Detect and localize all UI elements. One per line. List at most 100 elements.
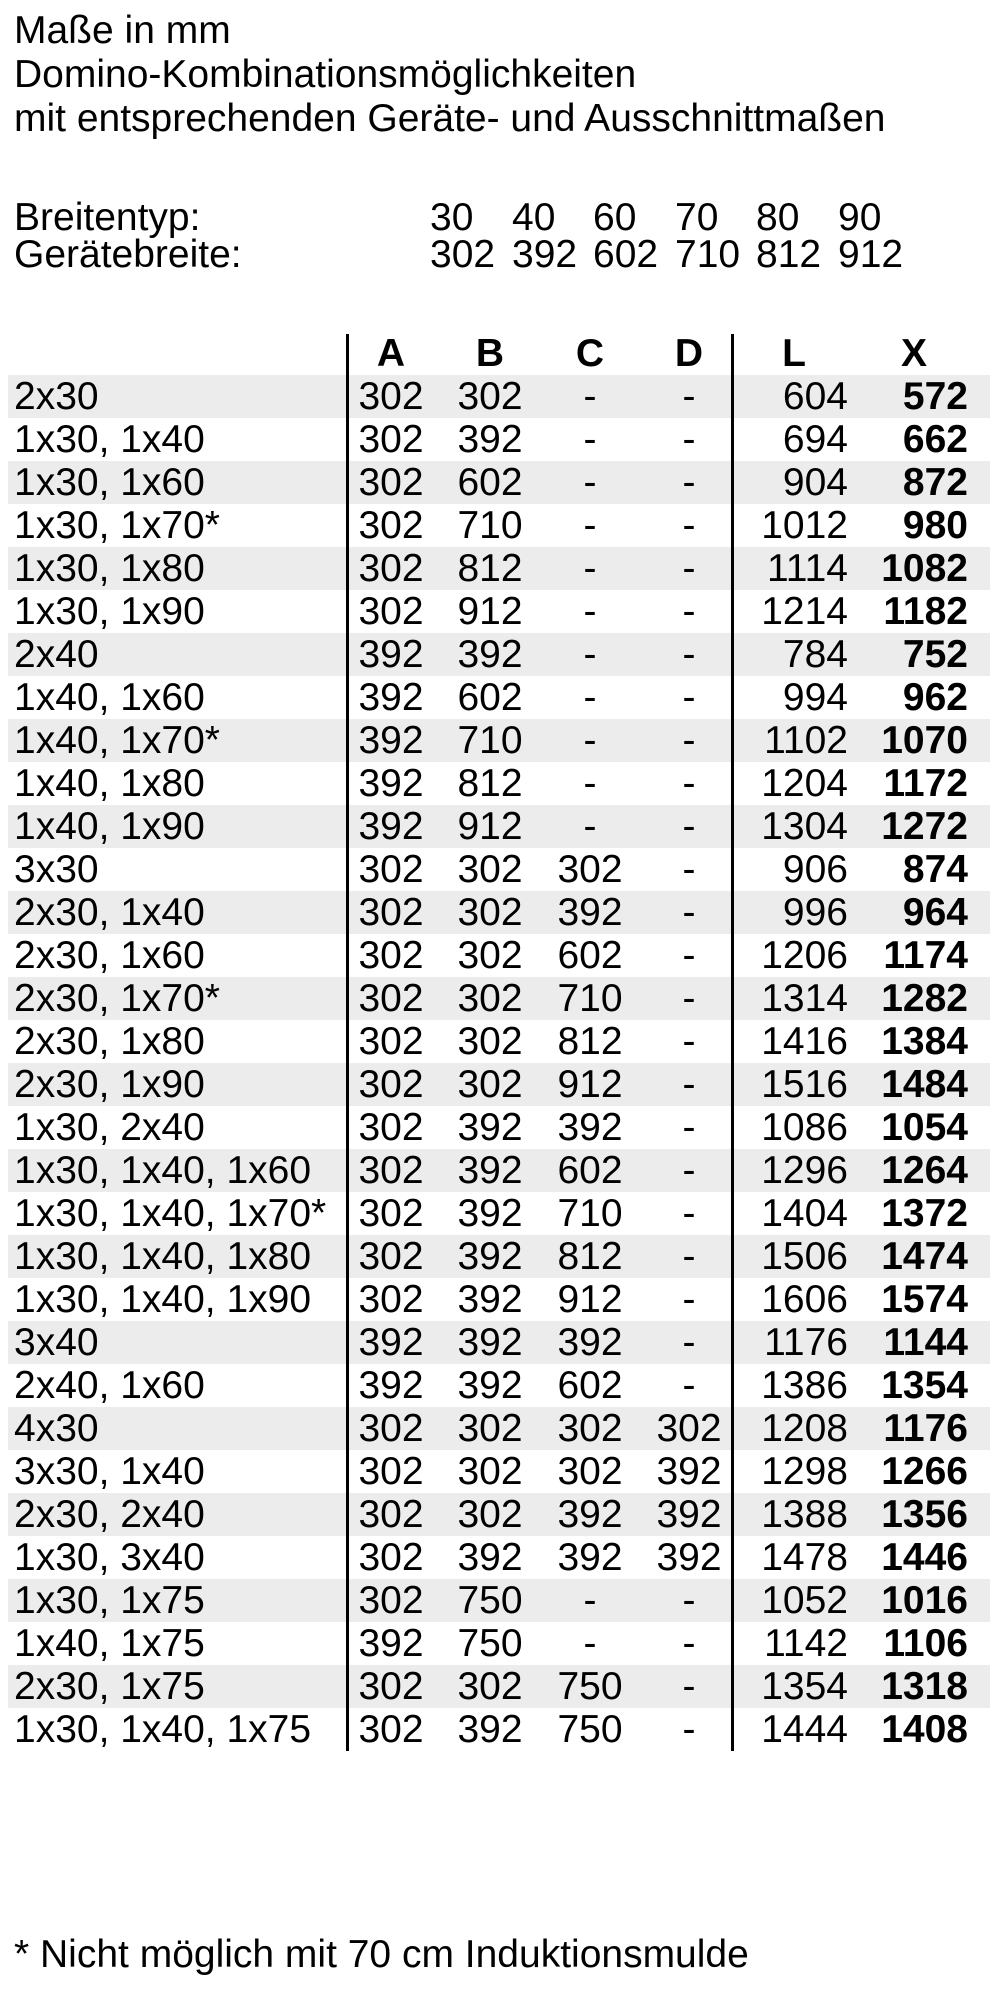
column-header-b: B xyxy=(475,332,505,375)
cell-a: 302 xyxy=(358,1235,424,1278)
cell-b: 602 xyxy=(457,676,523,719)
cell-d: - xyxy=(682,719,696,762)
geraetebreite-value: 602 xyxy=(593,233,659,276)
cell-a: 302 xyxy=(358,1192,424,1235)
breitentyp-value: 90 xyxy=(838,196,882,239)
cell-a: 302 xyxy=(358,934,424,977)
cell-c: 392 xyxy=(557,1321,623,1364)
cell-c: - xyxy=(583,762,597,805)
cell-d: - xyxy=(682,1149,696,1192)
cell-x: 1372 xyxy=(881,1192,968,1235)
cell-a: 302 xyxy=(358,1020,424,1063)
breitentyp-value: 60 xyxy=(593,196,637,239)
cell-x: 1054 xyxy=(881,1106,968,1149)
cell-x: 874 xyxy=(902,848,968,891)
cell-a: 302 xyxy=(358,977,424,1020)
cell-l: 1142 xyxy=(764,1622,848,1665)
page-subtitle: mit entsprechenden Geräte- und Ausschnit… xyxy=(14,97,886,140)
cell-l: 1298 xyxy=(761,1450,848,1493)
cell-a: 302 xyxy=(358,1278,424,1321)
cell-c: 912 xyxy=(557,1063,623,1106)
cell-c: 912 xyxy=(557,1278,623,1321)
cell-combination: 2x40, 1x60 xyxy=(14,1364,205,1407)
cell-x: 662 xyxy=(902,418,968,461)
cell-x: 1174 xyxy=(883,934,968,977)
cell-l: 904 xyxy=(782,461,848,504)
cell-combination: 1x30, 2x40 xyxy=(14,1106,205,1149)
cell-d: - xyxy=(682,590,696,633)
cell-b: 392 xyxy=(457,1235,523,1278)
table-rule-left xyxy=(346,334,349,1751)
cell-l: 1314 xyxy=(761,977,848,1020)
table-row: 1x30, 2x40 302 392 392 - 1086 1054 xyxy=(8,1106,990,1149)
cell-combination: 1x30, 3x40 xyxy=(14,1536,205,1579)
cell-a: 302 xyxy=(358,1063,424,1106)
cell-combination: 2x30, 1x40 xyxy=(14,891,205,934)
cell-combination: 2x30, 1x75 xyxy=(14,1665,205,1708)
cell-x: 964 xyxy=(902,891,968,934)
cell-c: 602 xyxy=(557,1149,623,1192)
table-row: 1x30, 1x80 302 812 - - 1114 1082 xyxy=(8,547,990,590)
cell-b: 302 xyxy=(457,1450,523,1493)
table-row: 1x30, 1x60 302 602 - - 904 872 xyxy=(8,461,990,504)
cell-combination: 2x30, 1x70* xyxy=(14,977,220,1020)
cell-c: 302 xyxy=(557,848,623,891)
cell-c: - xyxy=(583,676,597,719)
cell-l: 1506 xyxy=(761,1235,848,1278)
cell-b: 392 xyxy=(457,1321,523,1364)
cell-l: 1296 xyxy=(761,1149,848,1192)
column-header-d: D xyxy=(674,332,704,375)
cell-a: 302 xyxy=(358,461,424,504)
cell-c: - xyxy=(583,1579,597,1622)
units-note: Maße in mm xyxy=(14,9,231,52)
cell-x: 1016 xyxy=(881,1579,968,1622)
cell-a: 392 xyxy=(358,719,424,762)
cell-l: 1204 xyxy=(761,762,848,805)
column-header-x: X xyxy=(900,332,927,375)
cell-c: 602 xyxy=(557,1364,623,1407)
cell-d: - xyxy=(682,547,696,590)
cell-b: 302 xyxy=(457,1063,523,1106)
cell-d: - xyxy=(682,1321,696,1364)
cell-combination: 2x30 xyxy=(14,375,99,418)
cell-d: - xyxy=(682,1278,696,1321)
table-row: 2x30, 1x40 302 302 392 - 996 964 xyxy=(8,891,990,934)
cell-l: 1404 xyxy=(761,1192,848,1235)
cell-x: 752 xyxy=(902,633,968,676)
cell-x: 1474 xyxy=(881,1235,968,1278)
cell-l: 784 xyxy=(782,633,848,676)
table-row: 1x40, 1x75 392 750 - - 1142 1106 xyxy=(8,1622,990,1665)
cell-l: 1052 xyxy=(761,1579,848,1622)
breitentyp-value: 70 xyxy=(675,196,719,239)
cell-x: 1266 xyxy=(881,1450,968,1493)
cell-d: - xyxy=(682,1708,696,1751)
table-row: 1x40, 1x80 392 812 - - 1204 1172 xyxy=(8,762,990,805)
cell-x: 1272 xyxy=(881,805,968,848)
cell-a: 302 xyxy=(358,590,424,633)
cell-x: 1182 xyxy=(883,590,968,633)
breitentyp-label: Breitentyp: xyxy=(14,196,201,239)
cell-l: 1388 xyxy=(761,1493,848,1536)
cell-combination: 1x30, 1x40, 1x80 xyxy=(14,1235,312,1278)
cell-l: 1206 xyxy=(761,934,848,977)
cell-c: 750 xyxy=(557,1708,623,1751)
cell-c: 392 xyxy=(557,891,623,934)
column-header-a: A xyxy=(376,332,406,375)
cell-a: 302 xyxy=(358,848,424,891)
cell-combination: 1x40, 1x60 xyxy=(14,676,205,719)
cell-d: - xyxy=(682,676,696,719)
table-row: 1x40, 1x70* 392 710 - - 1102 1070 xyxy=(8,719,990,762)
cell-combination: 1x30, 1x40 xyxy=(14,418,205,461)
table-row: 3x40 392 392 392 - 1176 1144 xyxy=(8,1321,990,1364)
cell-b: 392 xyxy=(457,1536,523,1579)
cell-combination: 1x30, 1x40, 1x90 xyxy=(14,1278,312,1321)
cell-l: 906 xyxy=(782,848,848,891)
cell-a: 302 xyxy=(358,1149,424,1192)
cell-c: - xyxy=(583,1622,597,1665)
title-block: Maße in mm Domino-Kombinationsmöglichkei… xyxy=(14,9,885,141)
breitentyp-value: 30 xyxy=(430,196,474,239)
geraetebreite-value: 302 xyxy=(430,233,496,276)
cell-b: 392 xyxy=(457,1106,523,1149)
cell-c: 602 xyxy=(557,934,623,977)
